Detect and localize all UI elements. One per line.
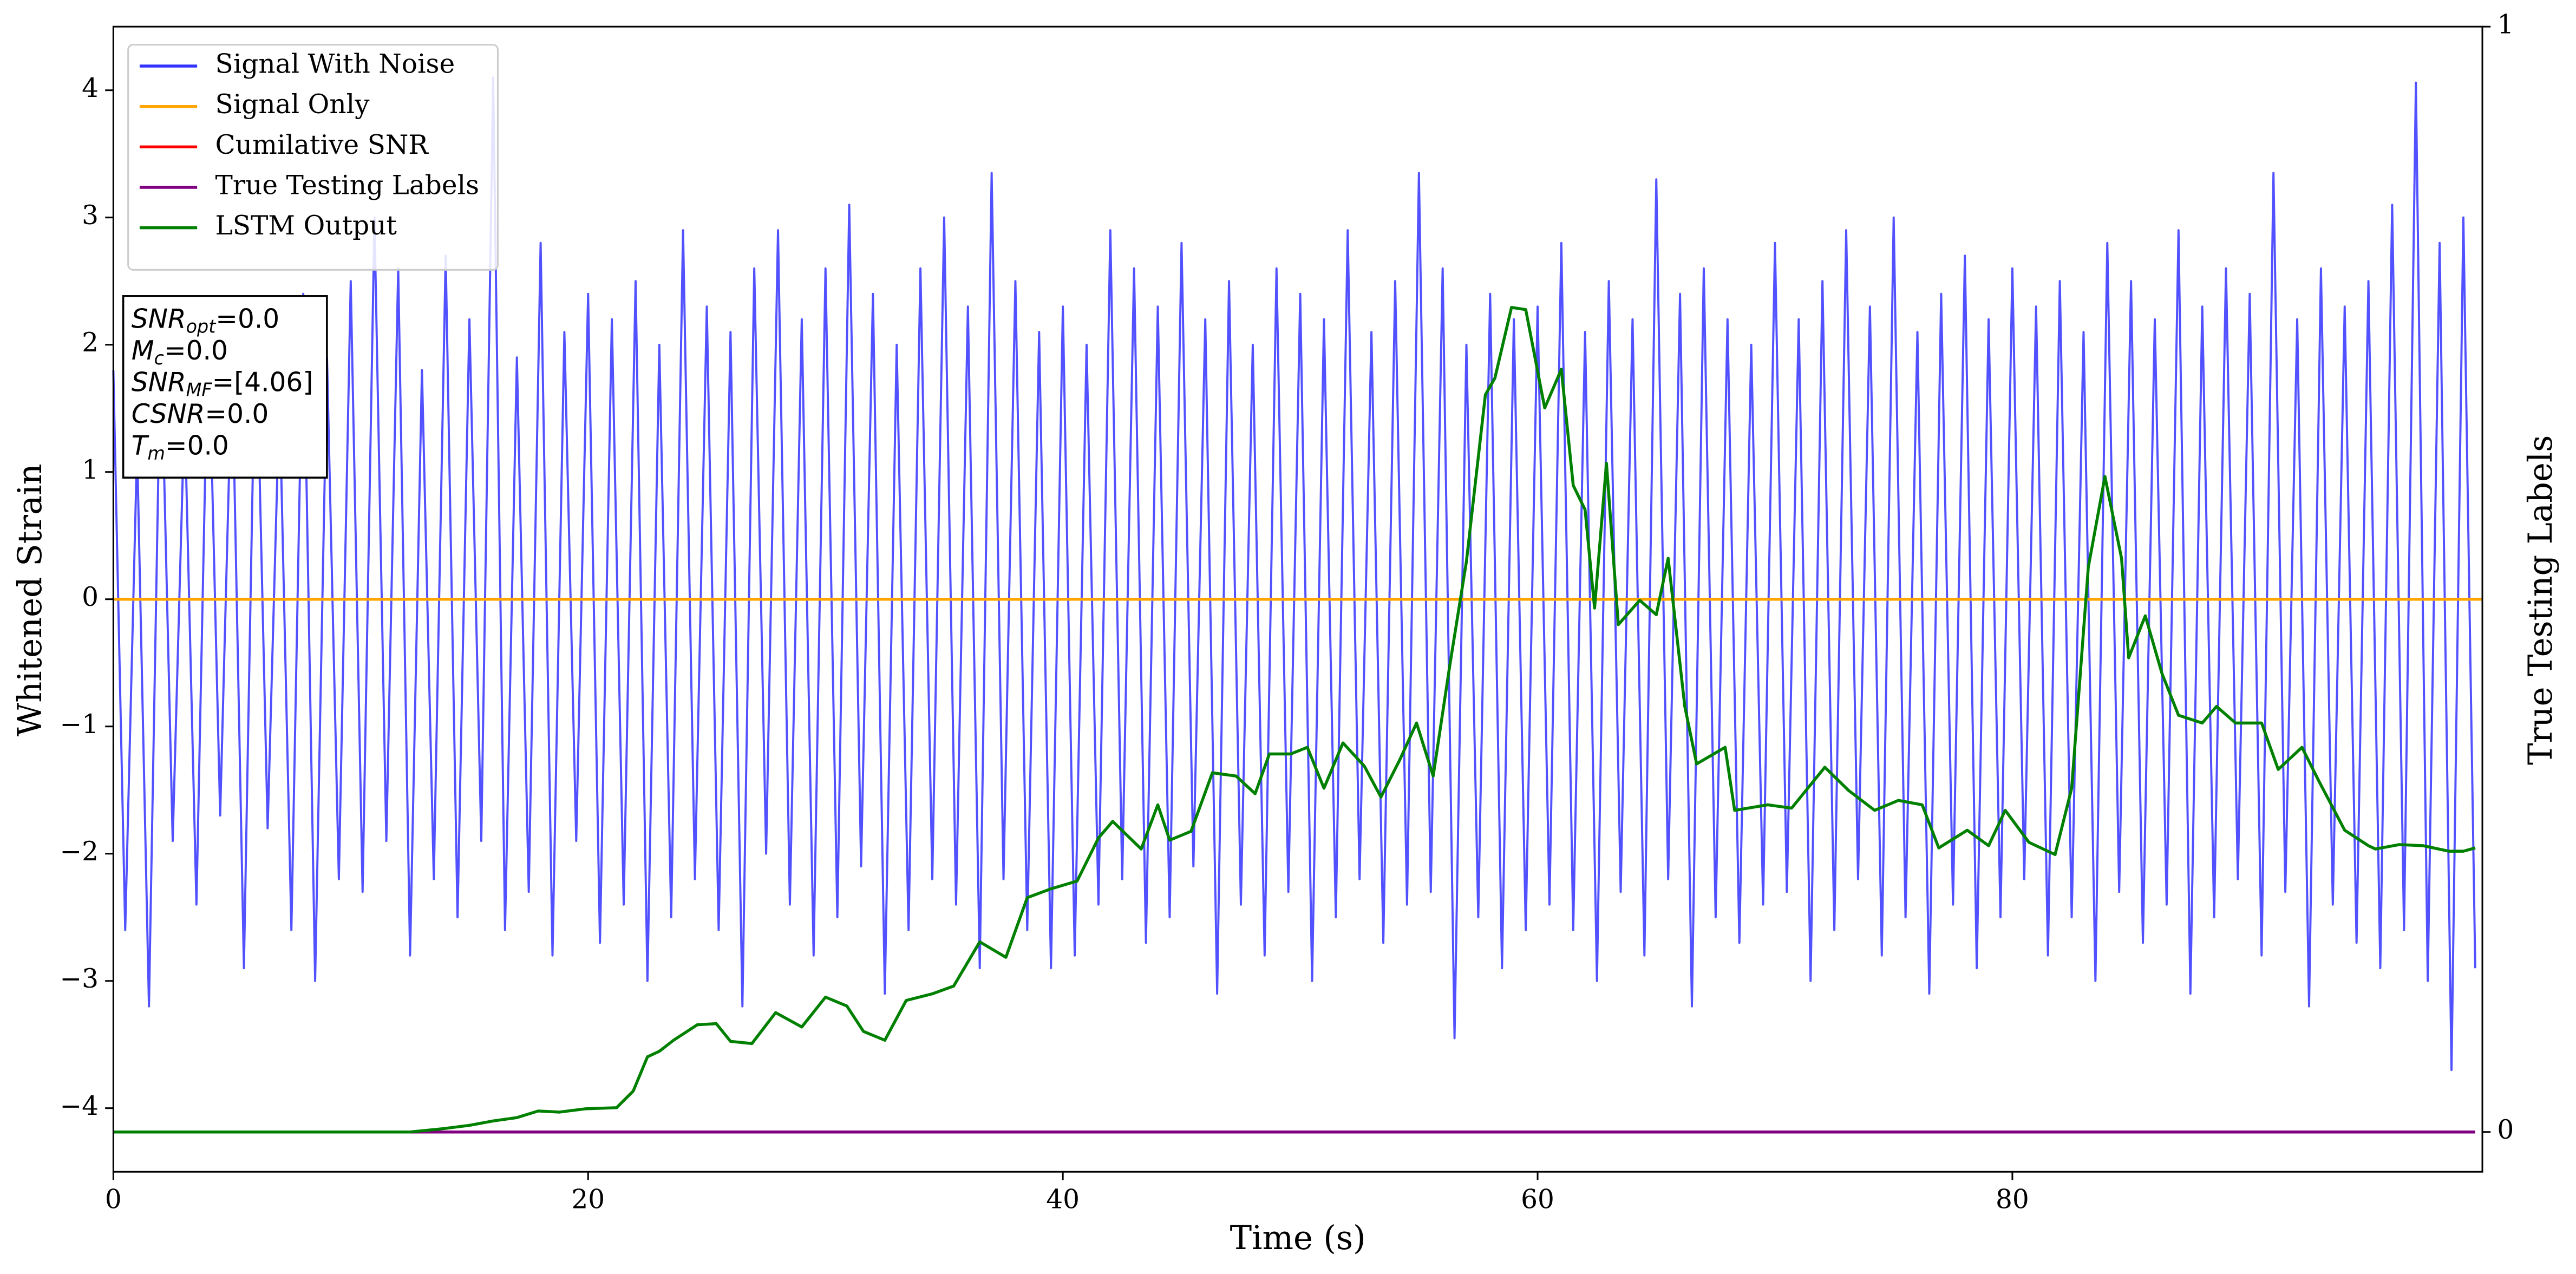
annotation-symbol: T bbox=[132, 431, 149, 461]
legend-box bbox=[127, 44, 499, 271]
y-tick-label: −3 bbox=[60, 964, 99, 994]
annotation-symbol: SNR bbox=[132, 367, 186, 397]
y-axis-label: Whitened Strain bbox=[11, 463, 49, 736]
legend-label: Signal Only bbox=[215, 89, 370, 120]
annotation-symbol: CSNR bbox=[132, 399, 205, 429]
annotation-subscript: opt bbox=[186, 316, 217, 337]
annotation-subscript: m bbox=[147, 442, 165, 463]
legend: Signal With Noise Signal Only Cumilative S… bbox=[127, 44, 499, 271]
annotation-line: Tm=0.0 bbox=[132, 431, 229, 464]
annotation-symbol: M bbox=[132, 336, 154, 366]
legend-label: Cumilative SNR bbox=[215, 130, 429, 160]
y-tick-label: −4 bbox=[60, 1091, 99, 1121]
y2-axis-label: True Testing Labels bbox=[2522, 435, 2560, 765]
annotation-line: SNRopt=0.0 bbox=[132, 304, 279, 337]
legend-label: Signal With Noise bbox=[215, 49, 455, 80]
annotation-box: SNRopt=0.0Mc=0.0SNRMF=[4.06]CSNR=0.0Tm=0… bbox=[122, 295, 328, 479]
series-line bbox=[113, 306, 2476, 1134]
annotation-value: =[4.06] bbox=[212, 367, 313, 397]
annotation-value: =0.0 bbox=[164, 336, 228, 366]
annotation-subscript: c bbox=[154, 348, 164, 369]
plot-area bbox=[112, 76, 2483, 1134]
annotation-frame bbox=[122, 295, 328, 479]
annotation-value: =0.0 bbox=[205, 399, 269, 429]
y-tick-label: 1 bbox=[82, 455, 99, 485]
y-tick-label: −1 bbox=[60, 709, 99, 740]
x-tick-label: 0 bbox=[105, 1184, 122, 1214]
annotation-value: =0.0 bbox=[215, 304, 279, 334]
annotation-symbol: SNR bbox=[132, 304, 186, 334]
x-axis-label: Time (s) bbox=[1230, 1219, 1366, 1257]
axes-frame bbox=[112, 25, 2483, 1173]
annotation-value: =0.0 bbox=[165, 431, 229, 461]
y-tick-label: −2 bbox=[60, 837, 99, 867]
annotation-line: Mc=0.0 bbox=[132, 336, 228, 369]
x-tick-label: 80 bbox=[1996, 1184, 2029, 1214]
series-line bbox=[112, 76, 2476, 1072]
y2-tick-label: 1 bbox=[2497, 10, 2514, 40]
x-tick-label: 60 bbox=[1521, 1184, 1554, 1214]
annotation-subscript: MF bbox=[186, 379, 213, 400]
annotation-line: CSNR=0.0 bbox=[132, 399, 269, 429]
y2-tick-label: 0 bbox=[2497, 1115, 2514, 1145]
x-tick-label: 40 bbox=[1046, 1184, 1080, 1214]
y-tick-label: 2 bbox=[82, 328, 99, 358]
y-tick-label: 3 bbox=[82, 200, 99, 231]
annotation-line: SNRMF=[4.06] bbox=[132, 367, 313, 400]
legend-label: True Testing Labels bbox=[215, 170, 480, 200]
legend-label: LSTM Output bbox=[215, 211, 397, 241]
y-tick-label: 0 bbox=[82, 582, 99, 612]
y-tick-label: 4 bbox=[82, 73, 99, 103]
x-tick-label: 20 bbox=[571, 1184, 605, 1214]
